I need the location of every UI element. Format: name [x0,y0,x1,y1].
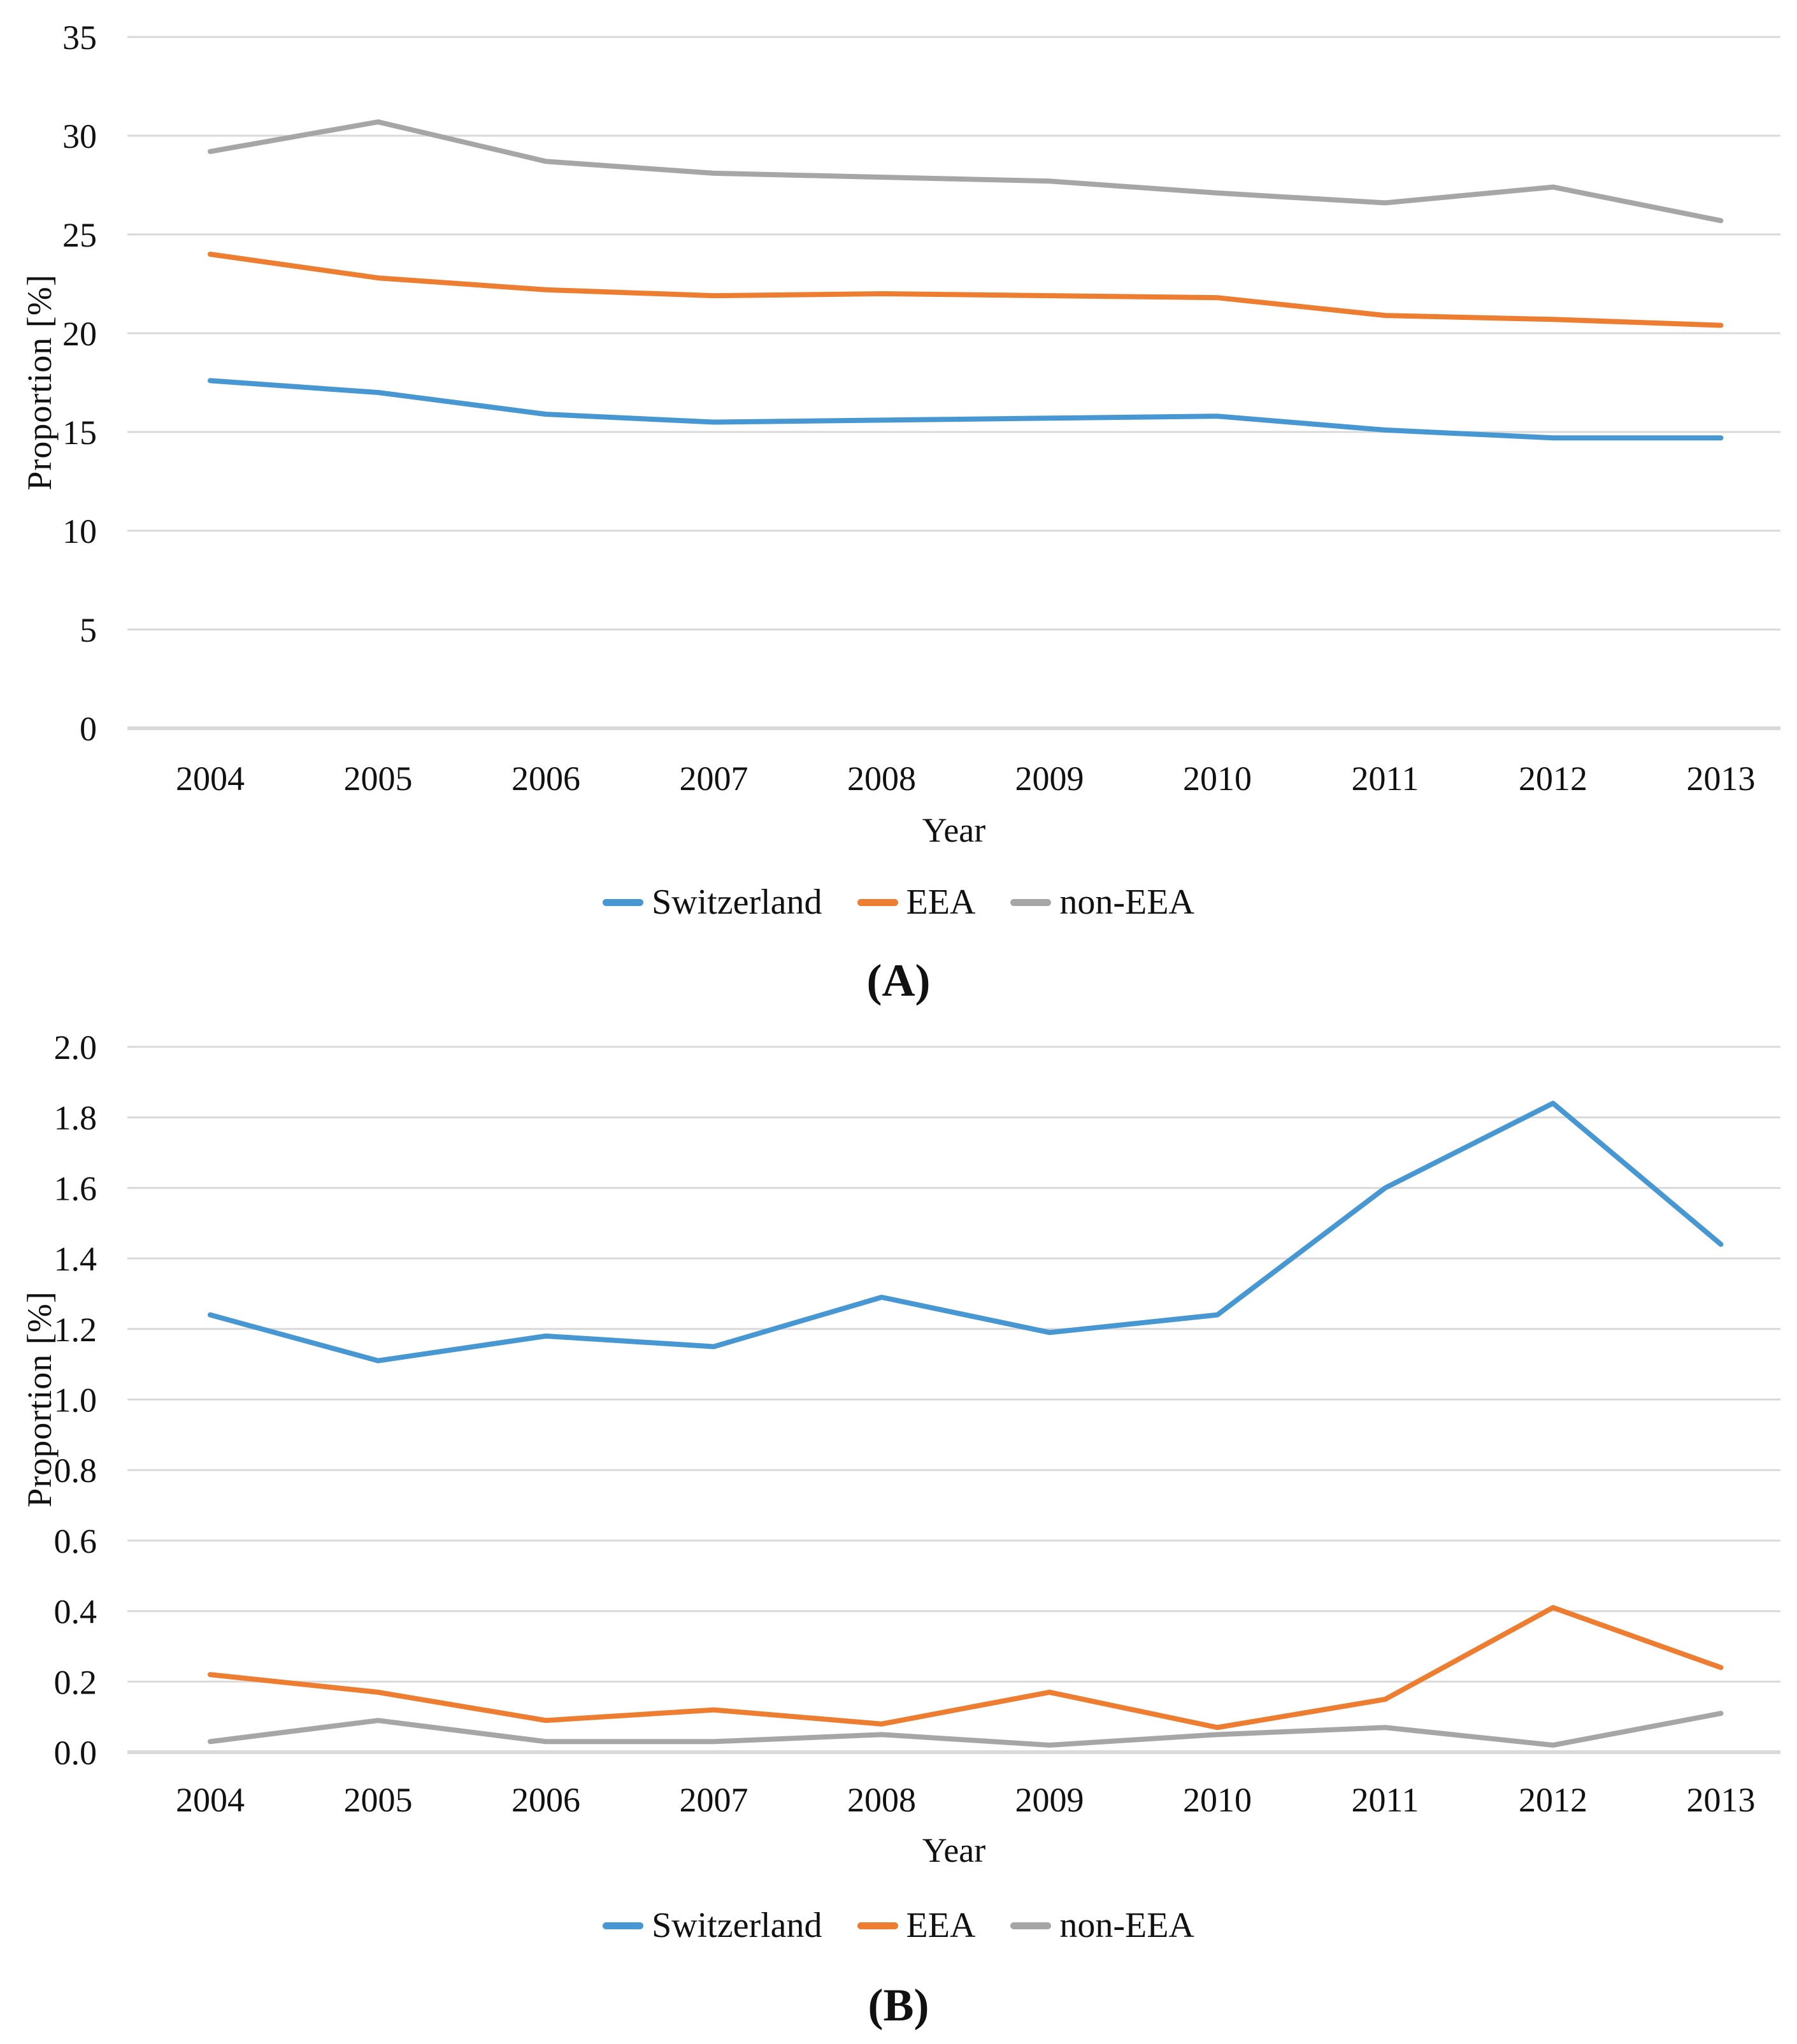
legend-label-non-eea: non-EEA [1059,882,1194,922]
x-tick-label: 2012 [1519,759,1587,798]
y-tick-label: 0.0 [54,1734,97,1772]
y-tick-label: 10 [62,512,97,551]
legend-item-switzerland: Switzerland [603,1905,822,1946]
y-tick-label: 35 [62,18,97,57]
x-tick-label: 2007 [680,1781,748,1819]
series-line-non-eea [208,1711,1724,1748]
y-tick-label: 5 [80,611,97,649]
y-tick-label: 1.0 [54,1381,97,1420]
panel-a-legend: Switzerland EEA non-EEA [0,882,1797,923]
y-tick-label: 25 [62,216,97,254]
legend-label-eea: EEA [906,1906,976,1945]
y-tick-label: 20 [62,315,97,353]
y-tick-label: 0.6 [54,1522,97,1560]
series-line-eea [208,252,1724,328]
series-line-switzerland [208,378,1724,441]
x-tick-label: 2012 [1519,1781,1587,1819]
eea-line-swatch [857,898,898,906]
x-tick-label: 2005 [344,759,413,798]
y-tick-label: 30 [62,117,97,155]
y-tick-label: 0.8 [54,1451,97,1490]
series-line-non-eea [208,119,1724,224]
series-line-eea [208,1605,1724,1731]
series-line-switzerland [208,1100,1724,1364]
x-tick-label: 2013 [1687,1781,1756,1819]
x-tick-label: 2009 [1015,759,1084,798]
legend-item-eea: EEA [857,882,976,923]
x-tick-label: 2007 [680,759,748,798]
x-tick-label: 2010 [1183,1781,1252,1819]
x-tick-label: 2006 [512,759,580,798]
legend-label-non-eea: non-EEA [1059,1906,1194,1945]
panel-b-legend: Switzerland EEA non-EEA [0,1905,1797,1946]
y-tick-label: 1.8 [54,1099,97,1137]
switzerland-line-swatch [603,1922,644,1929]
switzerland-line-swatch [603,898,644,906]
legend-item-eea: EEA [857,1905,976,1946]
x-tick-label: 2008 [847,759,916,798]
x-tick-label: 2005 [344,1781,413,1819]
y-tick-label: 2.0 [54,1028,97,1067]
panel-a-y-axis-title: Proportion [%] [20,274,59,491]
y-tick-label: 0.4 [54,1593,97,1631]
legend-label-switzerland: Switzerland [652,1906,822,1945]
y-tick-label: 1.2 [54,1311,97,1349]
y-tick-label: 0 [80,710,97,748]
x-tick-label: 2006 [512,1781,580,1819]
panel-a-label: (A) [866,955,931,1006]
y-tick-label: 0.2 [54,1663,97,1701]
legend-item-non-eea: non-EEA [1010,1905,1194,1946]
x-tick-label: 2011 [1352,1781,1419,1819]
panel-a-x-axis-title: Year [922,811,986,849]
non-eea-line-swatch [1010,898,1052,906]
x-tick-label: 2008 [847,1781,916,1819]
legend-label-eea: EEA [906,882,976,922]
x-tick-label: 2010 [1183,759,1252,798]
panel-b-label: (B) [868,1980,929,2031]
eea-line-swatch [857,1922,898,1929]
legend-item-non-eea: non-EEA [1010,882,1194,923]
x-tick-label: 2011 [1352,759,1419,798]
y-tick-label: 15 [62,414,97,452]
y-tick-label: 1.4 [54,1240,97,1278]
x-tick-label: 2004 [176,1781,245,1819]
x-tick-label: 2013 [1687,759,1756,798]
panel-b-x-axis-title: Year [922,1831,986,1869]
x-tick-label: 2004 [176,759,245,798]
non-eea-line-swatch [1010,1922,1052,1929]
panel-b-y-axis-title: Proportion [%] [20,1291,59,1508]
x-tick-label: 2009 [1015,1781,1084,1819]
legend-label-switzerland: Switzerland [652,882,822,922]
y-tick-label: 1.6 [54,1169,97,1207]
legend-item-switzerland: Switzerland [603,882,822,923]
